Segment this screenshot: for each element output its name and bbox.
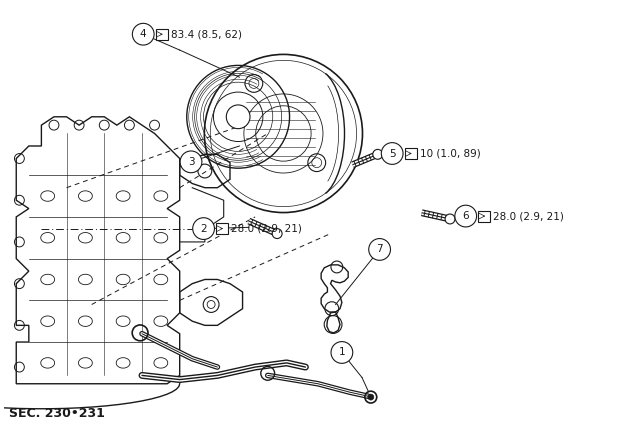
Circle shape <box>382 143 403 165</box>
Text: 4: 4 <box>140 29 146 39</box>
Bar <box>478 211 490 222</box>
Text: 83.4 (8.5, 62): 83.4 (8.5, 62) <box>170 29 242 39</box>
Bar <box>156 29 168 40</box>
Bar <box>216 223 228 234</box>
Circle shape <box>180 151 202 173</box>
Text: 5: 5 <box>389 149 396 159</box>
Circle shape <box>368 394 374 400</box>
Circle shape <box>331 341 353 363</box>
Text: 7: 7 <box>377 244 383 254</box>
Text: 3: 3 <box>188 157 195 167</box>
Text: 1: 1 <box>338 347 345 357</box>
Text: 28.0 (2.9, 21): 28.0 (2.9, 21) <box>493 211 564 221</box>
Text: 28.0 (2.9, 21): 28.0 (2.9, 21) <box>231 224 302 234</box>
Circle shape <box>226 105 250 129</box>
Circle shape <box>369 238 391 260</box>
Circle shape <box>132 23 154 45</box>
Circle shape <box>373 149 383 159</box>
Text: 6: 6 <box>462 211 469 221</box>
Circle shape <box>272 229 282 238</box>
Text: SEC. 230•231: SEC. 230•231 <box>9 407 104 420</box>
Circle shape <box>193 218 214 239</box>
Circle shape <box>455 205 476 227</box>
Text: 10 (1.0, 89): 10 (1.0, 89) <box>420 149 480 159</box>
Bar <box>404 148 417 159</box>
Text: 2: 2 <box>200 224 207 234</box>
Circle shape <box>445 214 455 224</box>
